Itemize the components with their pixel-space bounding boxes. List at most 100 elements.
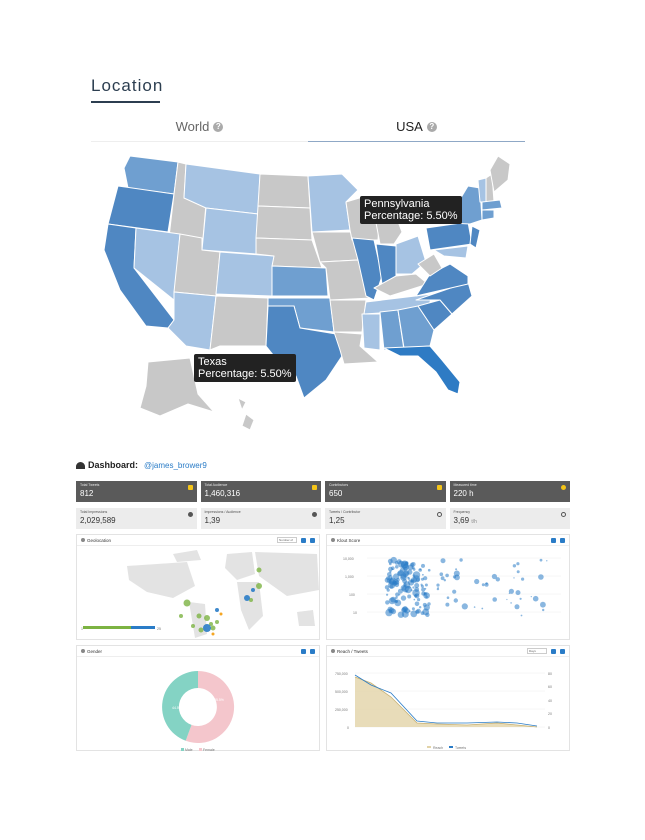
state-vermont[interactable] xyxy=(477,177,487,203)
legend-tweets: Tweets xyxy=(455,746,466,750)
state-arkansas[interactable] xyxy=(329,299,367,333)
state-new-jersey[interactable] xyxy=(469,225,481,249)
help-icon[interactable]: ? xyxy=(213,121,224,132)
state-connecticut[interactable] xyxy=(481,209,495,221)
scatter-point xyxy=(402,571,409,578)
y-tick: 250,000 xyxy=(335,708,348,712)
state-massachusetts[interactable] xyxy=(481,199,503,211)
scatter-point xyxy=(491,573,497,580)
location-title: Location xyxy=(91,76,164,95)
legend-male: Male xyxy=(185,748,193,752)
scatter-point xyxy=(400,560,409,568)
stat-value: 1,39 xyxy=(204,516,221,525)
usa-map[interactable]: Pennsylvania Percentage: 5.50% Texas Per… xyxy=(90,150,520,435)
state-pennsylvania[interactable] xyxy=(425,221,473,251)
stat-frequency: Frequency 3,69 t/h xyxy=(449,508,570,529)
scatter-point xyxy=(399,560,402,563)
expand-button[interactable] xyxy=(560,648,565,654)
stat-unit: t/h xyxy=(471,519,477,525)
state-north-dakota[interactable] xyxy=(257,173,311,209)
expand-button[interactable] xyxy=(310,648,315,654)
tab-world[interactable]: World ? xyxy=(91,112,308,142)
tooltip-percentage: Percentage: 5.50% xyxy=(198,368,292,380)
gender-donut-chart[interactable]: 44.5% 55.5% Male Female xyxy=(77,657,321,752)
stat-total-impressions: Total Impressions 2,029,589 xyxy=(76,508,197,529)
help-icon[interactable]: ? xyxy=(426,121,437,132)
person-icon xyxy=(81,649,85,653)
scatter-point xyxy=(455,568,458,571)
stat-contributors: Contributors 650 xyxy=(325,481,446,502)
chat-icon xyxy=(331,649,335,653)
state-kentucky[interactable] xyxy=(373,273,429,297)
state-alaska[interactable] xyxy=(139,357,215,417)
scatter-point xyxy=(397,588,403,594)
panel-title: Klout Score xyxy=(337,537,361,543)
reach-area-chart[interactable]: 750,000 500,000 250,000 0 80 60 40 20 0 … xyxy=(327,657,571,752)
state-west-virginia[interactable] xyxy=(417,253,443,277)
state-kansas[interactable] xyxy=(271,265,329,297)
state-new-mexico[interactable] xyxy=(209,295,269,351)
users-icon xyxy=(312,485,317,490)
y2-tick: 0 xyxy=(548,726,550,730)
state-hawaii[interactable] xyxy=(237,397,255,431)
state-mississippi[interactable] xyxy=(361,313,381,351)
state-virginia[interactable] xyxy=(415,263,469,297)
scatter-point xyxy=(407,564,414,571)
donut-slice-male[interactable] xyxy=(162,671,198,741)
info-button[interactable] xyxy=(301,537,306,543)
dashboard-username-link[interactable]: @james_brower9 xyxy=(144,460,207,470)
stat-value: 220 h xyxy=(453,489,474,498)
scatter-point xyxy=(395,565,399,569)
info-button[interactable] xyxy=(551,648,556,654)
expand-button[interactable] xyxy=(560,537,565,543)
klout-scatter-chart[interactable]: 10,000 1,000 100 10 xyxy=(327,546,571,641)
male-pct-label: 44.5% xyxy=(172,706,182,710)
stat-measured-time: Measured time 220 h xyxy=(449,481,570,502)
scatter-point xyxy=(414,583,420,588)
state-louisiana[interactable] xyxy=(333,331,379,365)
state-south-dakota[interactable] xyxy=(255,205,313,241)
stat-label: Total Audience xyxy=(204,483,228,487)
scatter-point xyxy=(520,614,523,617)
scatter-point xyxy=(388,597,396,605)
y-tick: 10,000 xyxy=(343,557,354,561)
scatter-point xyxy=(418,568,422,572)
donut-slice-female[interactable] xyxy=(185,670,235,743)
state-wyoming[interactable] xyxy=(201,207,259,255)
scatter-point xyxy=(412,586,415,589)
state-colorado[interactable] xyxy=(215,251,275,297)
scatter-point xyxy=(484,582,489,587)
state-maryland[interactable] xyxy=(433,245,469,259)
scatter-point xyxy=(532,595,539,602)
state-illinois[interactable] xyxy=(351,237,383,301)
title-underline xyxy=(91,101,160,103)
refresh-icon xyxy=(561,512,566,517)
scatter-point xyxy=(512,564,517,568)
scatter-point xyxy=(412,568,416,571)
legend-reach: Reach xyxy=(433,746,443,750)
tab-usa[interactable]: USA ? xyxy=(308,112,525,142)
scatter-point xyxy=(423,604,430,611)
scale-min: 1 xyxy=(81,627,83,631)
state-maine[interactable] xyxy=(489,155,511,193)
y-tick: 100 xyxy=(349,593,355,597)
state-ohio[interactable] xyxy=(395,235,427,275)
scatter-point xyxy=(397,611,405,618)
world-map[interactable]: 1 25 xyxy=(77,546,321,641)
info-button[interactable] xyxy=(551,537,556,543)
dashboard-header: Dashboard: @james_brower9 xyxy=(76,460,207,470)
panel-header: Geolocation Number of xyxy=(77,535,319,546)
state-arizona[interactable] xyxy=(167,291,217,351)
expand-button[interactable] xyxy=(310,537,315,543)
scatter-point xyxy=(540,601,546,608)
period-select[interactable]: Days xyxy=(527,648,547,654)
scatter-point xyxy=(423,576,428,581)
stat-value: 650 xyxy=(329,489,343,498)
state-florida[interactable] xyxy=(383,345,461,395)
scatter-point xyxy=(546,560,548,562)
stat-value: 812 xyxy=(80,489,94,498)
state-missouri[interactable] xyxy=(319,259,373,301)
info-button[interactable] xyxy=(301,648,306,654)
scatter-point xyxy=(516,570,520,574)
metric-select[interactable]: Number of xyxy=(277,537,297,543)
